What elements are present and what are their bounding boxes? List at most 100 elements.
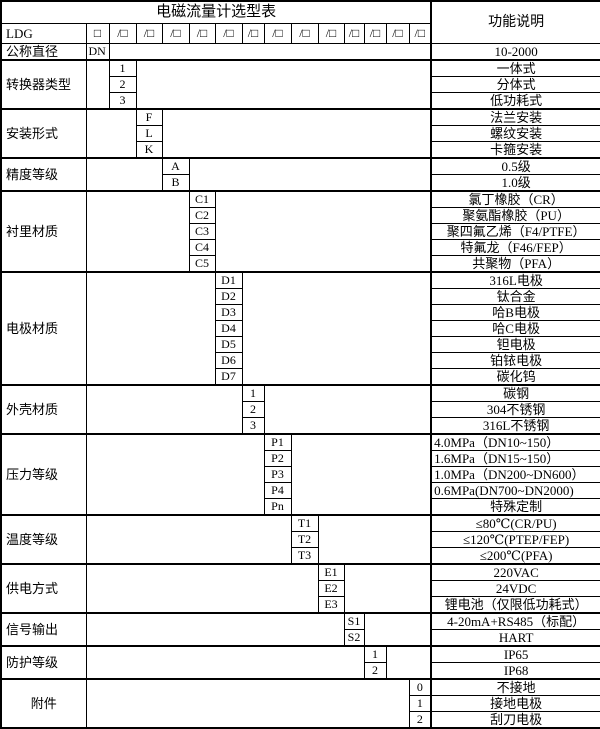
spacer-cell	[85, 271, 216, 386]
function-desc: 1.6MPa（DN15~150）	[430, 450, 600, 467]
function-desc: 铂铱电极	[430, 352, 600, 369]
option-code: C5	[188, 255, 216, 273]
option-code: E3	[317, 596, 345, 614]
option-code: P3	[263, 466, 292, 483]
option-code: 1	[108, 59, 137, 77]
function-desc: 碳钢	[430, 384, 600, 402]
spacer-cell	[343, 563, 432, 614]
option-code: 2	[241, 401, 265, 418]
group-label-accessories: 附件	[0, 678, 87, 729]
spacer-cell	[85, 514, 292, 565]
option-code: 1	[363, 645, 387, 663]
option-code: T1	[290, 514, 319, 532]
function-desc: 一体式	[430, 59, 600, 77]
option-code: 3	[241, 417, 265, 435]
spacer-cell	[85, 190, 190, 273]
option-code: L	[135, 125, 163, 142]
model-code-slot: /□	[108, 23, 137, 44]
option-code: T3	[290, 547, 319, 565]
model-code-slot: /□	[161, 23, 190, 44]
function-desc: 316L不锈钢	[430, 417, 600, 435]
function-desc: IP65	[430, 645, 600, 663]
spacer-cell	[85, 645, 365, 680]
group-label-power-supply: 供电方式	[0, 563, 87, 614]
model-code-slot: /□	[290, 23, 319, 44]
function-desc: 钽电极	[430, 336, 600, 353]
function-desc: 分体式	[430, 76, 600, 93]
function-desc: ≤200℃(PFA)	[430, 547, 600, 565]
option-code: 0	[408, 678, 432, 696]
spacer-cell	[161, 108, 432, 159]
option-code: D3	[214, 304, 243, 321]
spacer-cell	[85, 678, 410, 729]
function-desc: 接地电极	[430, 695, 600, 712]
function-desc: 4.0MPa（DN10~150）	[430, 433, 600, 451]
option-code: D1	[214, 271, 243, 289]
spacer-cell	[385, 645, 432, 680]
function-desc: 法兰安装	[430, 108, 600, 126]
option-code: C2	[188, 207, 216, 224]
function-desc: 1.0MPa（DN200~DN600）	[430, 466, 600, 483]
option-code: D6	[214, 352, 243, 369]
function-column-header: 功能说明	[430, 0, 600, 44]
spacer-cell	[241, 271, 432, 386]
spacer-cell	[85, 59, 110, 110]
model-code-slot: /□	[317, 23, 345, 44]
function-desc: 1.0级	[430, 174, 600, 192]
option-code: S1	[343, 612, 365, 630]
spacer-cell	[363, 612, 432, 647]
model-code-slot: /□	[363, 23, 387, 44]
function-desc: 低功耗式	[430, 92, 600, 110]
function-desc: IP68	[430, 662, 600, 680]
model-code-slot: /□	[385, 23, 410, 44]
spacer-cell	[135, 59, 432, 110]
option-code: 2	[108, 76, 137, 93]
function-desc: 哈B电极	[430, 304, 600, 321]
option-code: K	[135, 141, 163, 159]
option-code: E1	[317, 563, 345, 581]
model-code-slot: /□	[263, 23, 292, 44]
function-desc: 哈C电极	[430, 320, 600, 337]
function-desc: 聚氨酯橡胶（PU）	[430, 207, 600, 224]
function-desc: 10-2000	[430, 43, 600, 61]
option-code: 1	[408, 695, 432, 712]
function-desc: 304不锈钢	[430, 401, 600, 418]
model-code-box: □	[85, 23, 110, 44]
function-desc: 0.5级	[430, 157, 600, 175]
option-code: D4	[214, 320, 243, 337]
function-desc: 氯丁橡胶（CR）	[430, 190, 600, 208]
group-label-temperature-rating: 温度等级	[0, 514, 87, 565]
group-label-converter-type: 转换器类型	[0, 59, 87, 110]
group-label-liner-material: 衬里材质	[0, 190, 87, 273]
function-desc: ≤120℃(PTEP/FEP)	[430, 531, 600, 548]
spacer-cell	[85, 612, 345, 647]
option-code: P4	[263, 482, 292, 499]
option-code: 1	[241, 384, 265, 402]
option-code: D2	[214, 288, 243, 305]
spacer-cell	[85, 563, 319, 614]
group-label-pressure-rating: 压力等级	[0, 433, 87, 516]
group-label-electrode-material: 电极材质	[0, 271, 87, 386]
group-label-installation-type: 安装形式	[0, 108, 87, 159]
function-desc: 0.6MPa(DN700~DN2000)	[430, 482, 600, 499]
group-label-signal-output: 信号输出	[0, 612, 87, 647]
spacer-cell	[317, 514, 432, 565]
spacer-cell	[108, 43, 432, 61]
option-code: 2	[408, 711, 432, 729]
model-code-slot: /□	[408, 23, 432, 44]
group-label-protection-rating: 防护等级	[0, 645, 87, 680]
option-code: 2	[363, 662, 387, 680]
group-label-nominal-diameter: 公称直径	[0, 43, 87, 61]
function-desc: 钛合金	[430, 288, 600, 305]
function-desc: 卡箍安装	[430, 141, 600, 159]
function-desc: ≤80℃(CR/PU)	[430, 514, 600, 532]
model-code-slot: /□	[214, 23, 243, 44]
function-desc: 锂电池（仅限低功耗式）	[430, 596, 600, 614]
function-desc: 碳化钨	[430, 368, 600, 386]
function-desc: 特殊定制	[430, 498, 600, 516]
model-code-slot: /□	[188, 23, 216, 44]
function-desc: 不接地	[430, 678, 600, 696]
option-code: C3	[188, 223, 216, 240]
function-desc: 4-20mA+RS485（标配）	[430, 612, 600, 630]
